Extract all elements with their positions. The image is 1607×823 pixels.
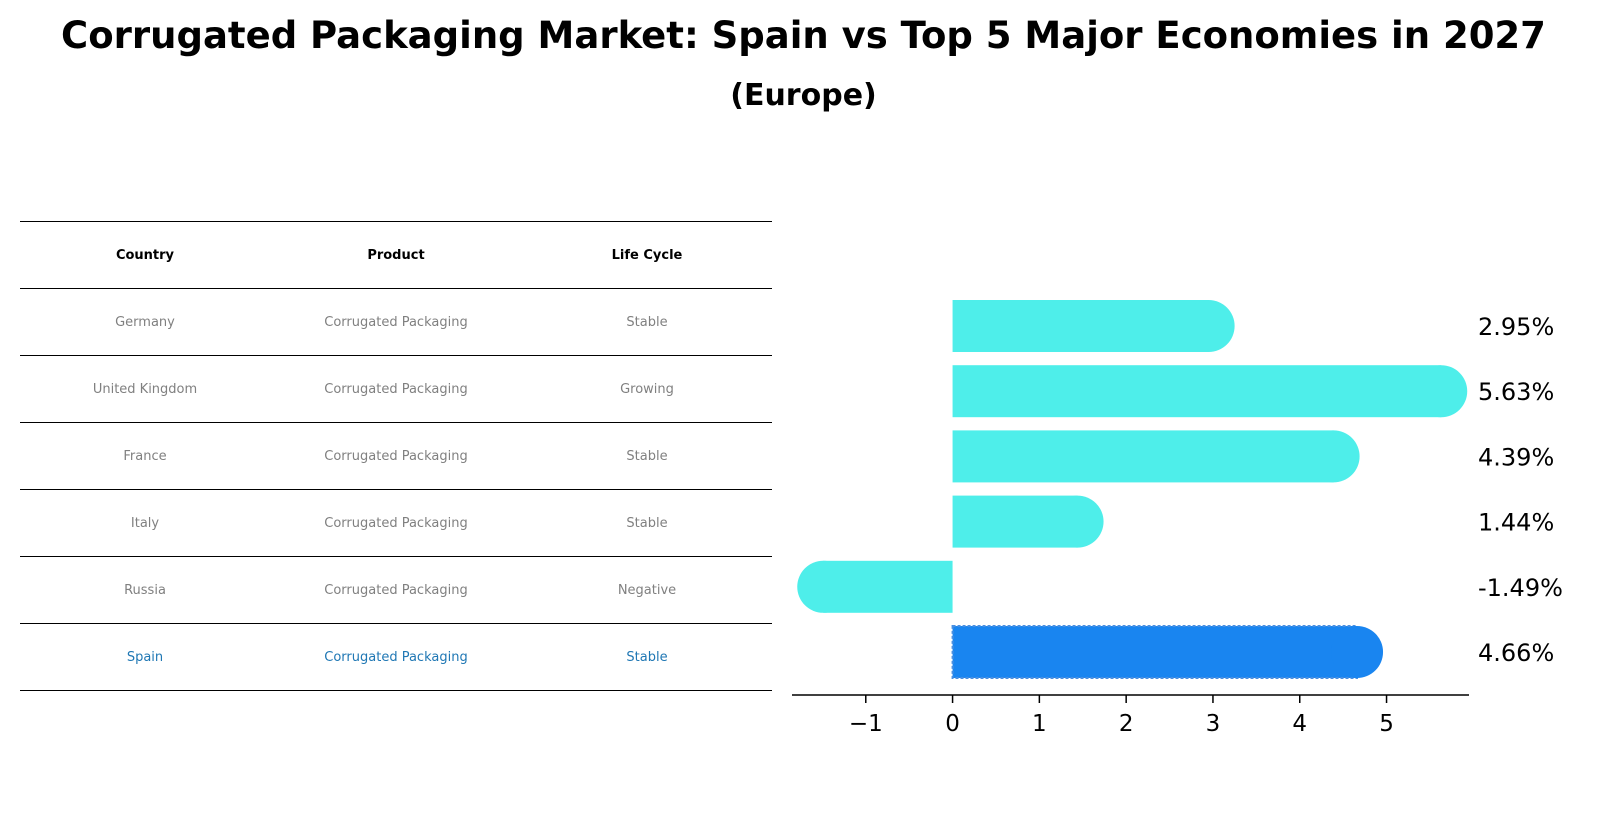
value-label: 1.44%	[1478, 509, 1554, 537]
bar-spain	[951, 625, 1384, 679]
table-row: Italy Corrugated Packaging Stable	[20, 489, 772, 556]
cell-life-cycle: Stable	[626, 649, 668, 665]
cell-country: Russia	[124, 582, 166, 598]
x-tick-label: 5	[1379, 711, 1394, 737]
cell-product: Corrugated Packaging	[324, 448, 468, 464]
cell-country: Spain	[126, 649, 164, 665]
cell-life-cycle: Growing	[620, 381, 674, 397]
cell-country: France	[123, 448, 167, 464]
table-row-highlight: Spain Corrugated Packaging Stable	[20, 623, 772, 691]
table-row: France Corrugated Packaging Stable	[20, 422, 772, 489]
bar-cap	[1331, 626, 1384, 678]
bar-body	[951, 625, 1359, 679]
bar-cap	[1415, 365, 1468, 418]
x-tick-label: −1	[849, 711, 883, 737]
cell-product: Corrugated Packaging	[324, 381, 468, 397]
bar-cap	[797, 560, 850, 613]
table-row: United Kingdom Corrugated Packaging Grow…	[20, 355, 772, 422]
header-product: Product	[367, 247, 425, 263]
cell-product: Corrugated Packaging	[324, 582, 468, 598]
value-label: 2.95%	[1478, 313, 1554, 341]
value-label: 5.63%	[1478, 378, 1554, 406]
table-row: Germany Corrugated Packaging Stable	[20, 288, 772, 355]
header-country: Country	[115, 247, 175, 263]
chart-title: Corrugated Packaging Market: Spain vs To…	[61, 14, 1546, 57]
x-tick-label: 1	[1032, 711, 1047, 737]
cell-country: United Kingdom	[92, 381, 198, 397]
table-header-row: Country Product Life Cycle	[20, 221, 772, 288]
cell-life-cycle: Negative	[617, 582, 677, 598]
cell-product: Corrugated Packaging	[324, 314, 468, 330]
bar-cap	[1307, 430, 1360, 483]
cell-country: Italy	[130, 515, 160, 531]
x-tick-label: 4	[1292, 711, 1307, 737]
chart-subtitle: (Europe)	[730, 78, 877, 113]
market-table: Country Product Life Cycle Germany Corru…	[20, 221, 772, 691]
cell-product: Corrugated Packaging	[324, 649, 468, 665]
x-tick-label: 2	[1119, 711, 1134, 737]
bar-body	[952, 365, 1442, 418]
x-tick-label: 0	[945, 711, 960, 737]
cell-country: Germany	[115, 314, 175, 330]
bar-united-kingdom	[952, 365, 1468, 418]
cell-product: Corrugated Packaging	[324, 515, 468, 531]
bar-body	[952, 300, 1209, 352]
bar-italy	[952, 495, 1104, 548]
bar-cap	[1182, 300, 1235, 352]
cell-life-cycle: Stable	[626, 314, 668, 330]
value-label: -1.49%	[1478, 574, 1563, 602]
table-row: Russia Corrugated Packaging Negative	[20, 556, 772, 623]
value-label: 4.39%	[1478, 443, 1554, 471]
bar-germany	[952, 300, 1235, 352]
bar-body	[952, 430, 1334, 483]
cell-life-cycle: Stable	[626, 448, 668, 464]
bar-russia	[797, 560, 953, 613]
cell-life-cycle: Stable	[626, 515, 668, 531]
bar-france	[952, 430, 1360, 483]
value-label: 4.66%	[1478, 639, 1554, 667]
header-life-cycle: Life Cycle	[611, 247, 683, 263]
x-tick-label: 3	[1206, 711, 1221, 737]
bar-cap	[1051, 495, 1104, 548]
